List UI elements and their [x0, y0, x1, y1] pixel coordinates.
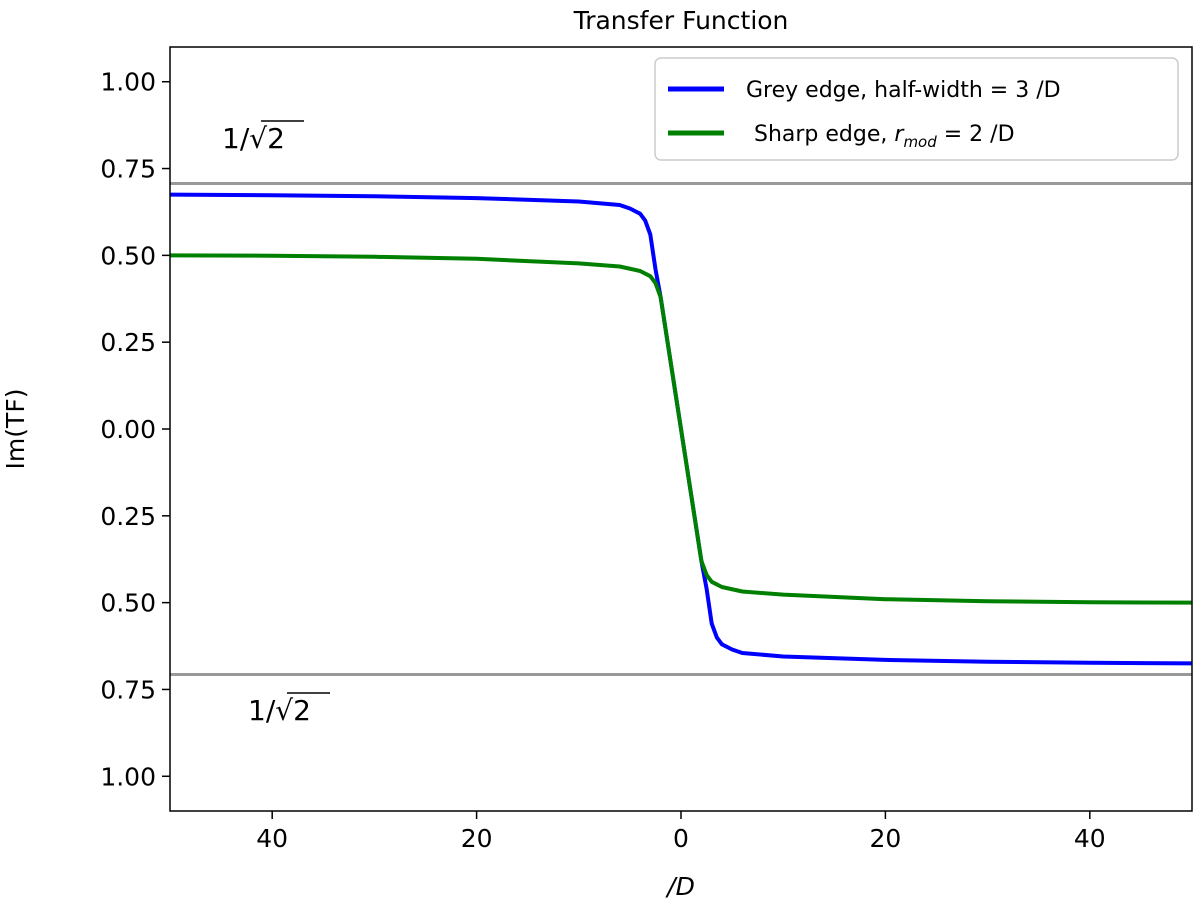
annotation-upper-label: 1/√2: [222, 122, 285, 155]
x-tick-label: 40: [256, 824, 288, 853]
x-tick-label: 0: [673, 824, 689, 853]
annotation-lower-label: 1/√2: [248, 694, 311, 727]
reference-lines: [170, 181, 1192, 677]
y-axis-ticks: 1.00 0.75 0.50 0.25 0.00 0.25 0.50 0.75 1.00: [100, 68, 170, 791]
legend-label-sharp-edge: Sharp edge, rmod = 2 /D: [754, 122, 1015, 151]
series-line-sharp-edge: [169, 253, 1193, 605]
y-tick-label: 0.50: [100, 589, 156, 618]
x-axis-label: /D: [665, 872, 695, 901]
legend-frame: [654, 57, 1179, 161]
legend: Grey edge, half-width = 3 /D Sharp edge,…: [654, 57, 1179, 161]
y-tick-label: 0.50: [100, 241, 156, 270]
annotation-lower: 1/√2: [248, 692, 330, 727]
chart-title: Transfer Function: [573, 6, 789, 35]
plot-frame: [169, 46, 1193, 812]
y-tick-label: 0.25: [100, 328, 156, 357]
y-tick-label: 0.75: [100, 675, 156, 704]
x-tick-label: 20: [461, 824, 493, 853]
y-tick-label: 1.00: [100, 68, 156, 97]
legend-label-grey-edge: Grey edge, half-width = 3 /D: [746, 78, 1061, 103]
y-tick-label: 0.00: [100, 415, 156, 444]
series-lines: [169, 192, 1193, 666]
y-tick-label: 1.00: [100, 762, 156, 791]
x-tick-label: 20: [869, 824, 901, 853]
y-axis-label: Im(TF): [1, 389, 30, 470]
y-tick-label: 0.75: [100, 155, 156, 184]
y-tick-label: 0.25: [100, 502, 156, 531]
x-axis-ticks: 40 20 0 20 40: [256, 811, 1106, 853]
annotation-upper: 1/√2: [222, 120, 304, 155]
x-tick-label: 40: [1074, 824, 1106, 853]
